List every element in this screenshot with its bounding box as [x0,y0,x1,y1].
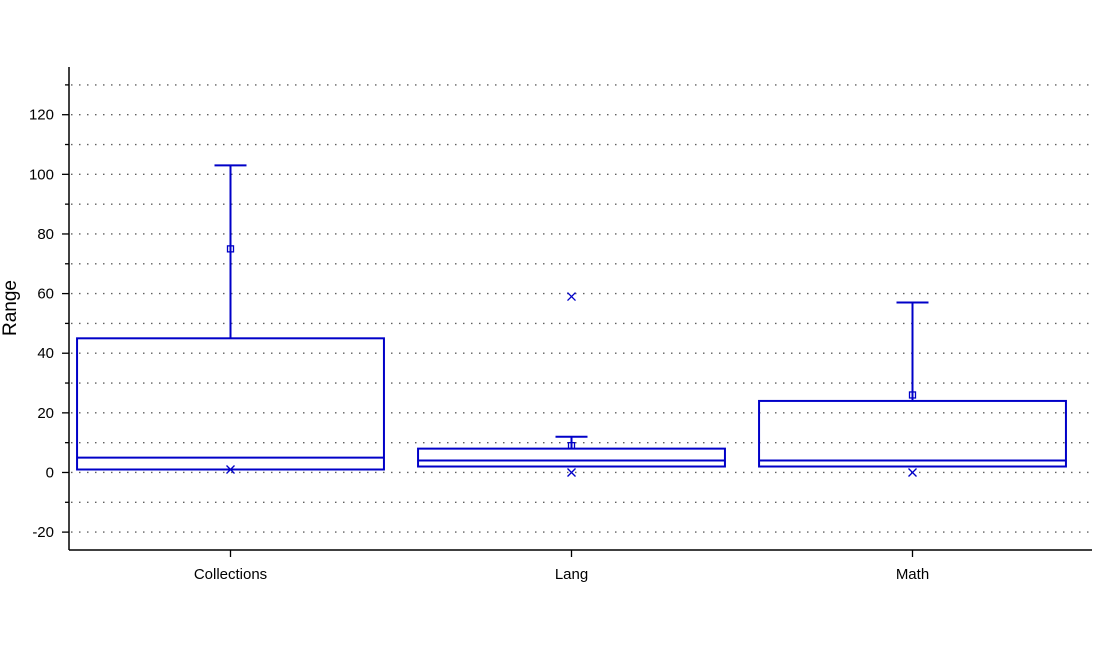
mean-marker [226,245,235,253]
y-tick-label: 20 [37,405,54,422]
box-lang [417,292,726,477]
extreme-marker-stroke [908,468,917,477]
extreme-marker [567,468,576,477]
x-ticks: Collections Lang Math [194,550,929,583]
extreme-marker [908,468,917,477]
extreme-marker-stroke [567,468,576,477]
box-iqr [76,337,385,471]
y-tick-label: 60 [37,286,54,303]
box-iqr [758,399,1067,468]
y-ticks: -20 0 20 40 60 80 100 120 [29,84,69,541]
y-tick-label: -20 [32,524,54,541]
y-tick-label: 80 [37,226,54,243]
box-math [758,301,1067,477]
extreme-marker-stroke [226,465,235,474]
x-tick-label: Lang [555,566,588,583]
y-tick-label: 100 [29,166,54,183]
extreme-marker [226,465,235,474]
box-iqr [417,447,726,468]
mean-marker [567,441,576,450]
box-collections [76,164,385,474]
y-axis-label: Range [0,280,21,336]
y-tick-label: 40 [37,345,54,362]
y-tick-label: 0 [46,464,54,481]
extreme-marker-stroke [567,292,576,302]
grid-lines [71,84,1092,533]
boxes [76,164,1067,477]
x-tick-label: Collections [194,566,267,583]
mean-marker [908,391,917,399]
extreme-marker [567,292,576,302]
axes [68,67,1092,551]
x-tick-label: Math [896,566,929,583]
y-tick-label: 120 [29,107,54,124]
